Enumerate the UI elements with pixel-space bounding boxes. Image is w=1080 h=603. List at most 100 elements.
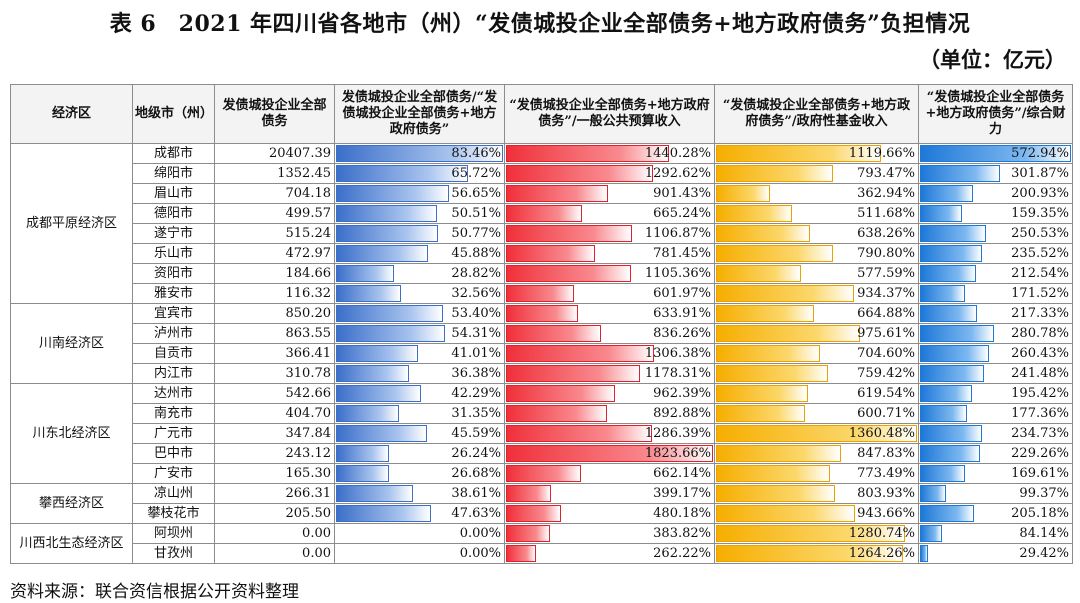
data-label-r1: 36.38% bbox=[451, 366, 501, 381]
data-bar-r4 bbox=[920, 205, 962, 222]
data-bar-r2 bbox=[506, 485, 552, 502]
data-bar-r4 bbox=[920, 445, 981, 462]
data-label-r1: 56.65% bbox=[451, 186, 501, 201]
data-bar-r4 bbox=[920, 145, 1071, 162]
ratio-cell-r4: 177.36% bbox=[918, 403, 1073, 424]
ratio-cell-r4: 217.33% bbox=[918, 303, 1073, 324]
data-bar-r2 bbox=[506, 425, 652, 442]
city-cell: 绵阳市 bbox=[132, 163, 215, 184]
ratio-cell-r4: 200.93% bbox=[918, 183, 1073, 204]
ratio-cell-r2: 781.45% bbox=[504, 243, 715, 264]
city-cell: 达州市 bbox=[132, 383, 215, 404]
zone-cell: 川西北生态经济区 bbox=[10, 523, 133, 564]
data-label-r2: 1306.38% bbox=[644, 346, 711, 361]
data-label-r3: 619.54% bbox=[857, 386, 915, 401]
data-bar-r3 bbox=[716, 485, 835, 502]
ratio-cell-r2: 1306.38% bbox=[504, 343, 715, 364]
data-bar-r2 bbox=[506, 545, 536, 562]
table-row: 川南经济区 宜宾市 850.20 53.40% 633.91% 664.88% 217.33… bbox=[10, 303, 1073, 384]
data-label-r2: 901.43% bbox=[653, 186, 711, 201]
data-label-r1: 50.51% bbox=[451, 206, 501, 221]
ratio-cell-r4: 234.73% bbox=[918, 423, 1073, 444]
ratio-cell-r1: 28.82% bbox=[334, 263, 505, 284]
data-bar-r2 bbox=[506, 465, 582, 482]
data-label-r4: 235.52% bbox=[1011, 246, 1069, 261]
data-bar-r4 bbox=[920, 385, 972, 402]
data-bar-r1 bbox=[336, 265, 394, 282]
ratio-cell-r2: 399.17% bbox=[504, 483, 715, 504]
data-label-r4: 159.35% bbox=[1011, 206, 1069, 221]
data-bar-r2 bbox=[506, 405, 608, 422]
ratio-cell-r2: 383.82% bbox=[504, 523, 715, 544]
ratio-cell-r1: 45.88% bbox=[334, 243, 505, 264]
debt-cell: 116.32 bbox=[214, 283, 335, 304]
ratio-cell-r4: 280.78% bbox=[918, 323, 1073, 344]
city-cell: 广安市 bbox=[132, 463, 215, 484]
data-label-r2: 601.97% bbox=[653, 286, 711, 301]
ratio-cell-r2: 836.26% bbox=[504, 323, 715, 344]
ratio-cell-r2: 1106.87% bbox=[504, 223, 715, 244]
ratio-cell-r3: 803.93% bbox=[714, 483, 919, 504]
ratio-cell-r4: 229.26% bbox=[918, 443, 1073, 464]
header-row: 经济区 地级市（州） 发债城投企业全部债务 发债城投企业全部债务/“发债城投企业… bbox=[10, 84, 1073, 144]
data-label-r3: 664.88% bbox=[857, 306, 915, 321]
table-row: 南充市 404.70 31.35% 892.88% 600.71% 177.36% bbox=[11, 403, 1073, 424]
data-label-r2: 1440.28% bbox=[644, 146, 711, 161]
city-cell: 巴中市 bbox=[132, 443, 215, 464]
data-label-r2: 836.26% bbox=[653, 326, 711, 341]
data-label-r1: 28.82% bbox=[451, 266, 501, 281]
data-label-r4: 217.33% bbox=[1011, 306, 1069, 321]
data-bar-r1 bbox=[336, 465, 390, 482]
ratio-cell-r1: 26.24% bbox=[334, 443, 505, 464]
data-bar-r3 bbox=[716, 205, 792, 222]
data-label-r3: 773.49% bbox=[857, 466, 915, 481]
debt-cell: 1352.45 bbox=[214, 163, 335, 184]
table-row: 泸州市 863.55 54.31% 836.26% 975.61% 280.78% bbox=[11, 323, 1073, 344]
data-label-r4: 301.87% bbox=[1011, 166, 1069, 181]
data-label-r2: 1286.39% bbox=[644, 426, 711, 441]
data-label-r2: 1105.36% bbox=[644, 266, 711, 281]
table-row: 雅安市 116.32 32.56% 601.97% 934.37% 171.52% bbox=[11, 283, 1073, 304]
data-label-r4: 229.26% bbox=[1011, 446, 1069, 461]
data-label-r3: 600.71% bbox=[857, 406, 915, 421]
data-label-r3: 362.94% bbox=[857, 186, 915, 201]
debt-cell: 542.66 bbox=[214, 383, 335, 404]
ratio-cell-r2: 662.14% bbox=[504, 463, 715, 484]
ratio-cell-r3: 773.49% bbox=[714, 463, 919, 484]
data-label-r1: 45.88% bbox=[451, 246, 501, 261]
debt-cell: 310.78 bbox=[214, 363, 335, 384]
debt-cell: 0.00 bbox=[214, 543, 335, 564]
data-label-r1: 53.40% bbox=[451, 306, 501, 321]
data-bar-r3 bbox=[716, 345, 821, 362]
data-bar-r4 bbox=[920, 185, 973, 202]
data-bar-r2 bbox=[506, 345, 655, 362]
ratio-cell-r3: 793.47% bbox=[714, 163, 919, 184]
data-bar-r1 bbox=[336, 245, 428, 262]
ratio-cell-r1: 56.65% bbox=[334, 183, 505, 204]
ratio-cell-r1: 36.38% bbox=[334, 363, 505, 384]
data-label-r4: 260.43% bbox=[1011, 346, 1069, 361]
city-cell: 雅安市 bbox=[132, 283, 215, 304]
city-cell: 宜宾市 bbox=[132, 303, 215, 324]
data-label-r3: 1119.66% bbox=[848, 146, 915, 161]
city-cell: 攀枝花市 bbox=[132, 503, 215, 524]
data-bar-r1 bbox=[336, 205, 438, 222]
data-label-r2: 399.17% bbox=[653, 486, 711, 501]
data-label-r3: 847.83% bbox=[857, 446, 915, 461]
ratio-cell-r1: 32.56% bbox=[334, 283, 505, 304]
data-bar-r3 bbox=[716, 185, 770, 202]
data-label-r1: 38.61% bbox=[451, 486, 501, 501]
data-label-r4: 171.52% bbox=[1011, 286, 1069, 301]
ratio-cell-r3: 511.68% bbox=[714, 203, 919, 224]
data-label-r1: 45.59% bbox=[451, 426, 501, 441]
data-bar-r1 bbox=[336, 485, 414, 502]
ratio-cell-r4: 29.42% bbox=[918, 543, 1073, 564]
debt-cell: 205.50 bbox=[214, 503, 335, 524]
ratio-cell-r2: 1292.62% bbox=[504, 163, 715, 184]
ratio-cell-r4: 212.54% bbox=[918, 263, 1073, 284]
data-label-r2: 633.91% bbox=[653, 306, 711, 321]
ratio-cell-r1: 38.61% bbox=[334, 483, 505, 504]
data-label-r1: 0.00% bbox=[459, 526, 501, 541]
data-label-r1: 31.35% bbox=[451, 406, 501, 421]
table-row: 甘孜州 0.00 0.00% 262.22% 1264.26% 29.42% bbox=[11, 543, 1073, 564]
